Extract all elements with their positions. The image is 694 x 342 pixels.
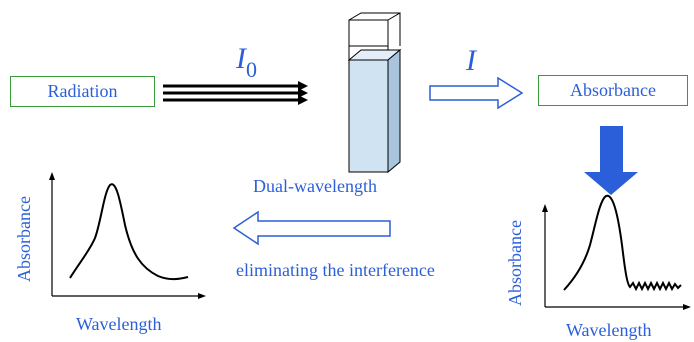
incident-beam-arrows [163,81,308,105]
transmitted-arrow [429,76,524,110]
radiation-box: Radiation [10,76,155,107]
left-plot-axes [49,172,206,299]
right-plot-curve [563,194,682,292]
method-label: Dual-wavelength [253,176,377,196]
right-plot-ylabel: Absorbance [505,220,525,306]
transmitted-intensity-label: I [466,46,476,76]
incident-intensity-label: I0 [236,42,257,83]
right-plot-xlabel: Wavelength [566,320,652,340]
absorbance-label: Absorbance [570,80,656,100]
left-plot-curve [69,183,189,281]
absorbance-box: Absorbance [538,75,688,106]
left-arrow [232,210,391,246]
radiation-label: Radiation [47,81,118,101]
down-arrow [584,126,638,195]
cuvette [347,12,402,174]
transmitted-intensity-symbol: I [466,44,476,77]
left-plot-ylabel: Absorbance [14,196,34,282]
process-label: eliminating the interference [236,260,435,280]
incident-intensity-subscript: 0 [246,57,257,82]
left-plot-xlabel: Wavelength [76,314,162,334]
right-plot-axes [542,204,691,310]
incident-intensity-symbol: I [236,42,246,75]
